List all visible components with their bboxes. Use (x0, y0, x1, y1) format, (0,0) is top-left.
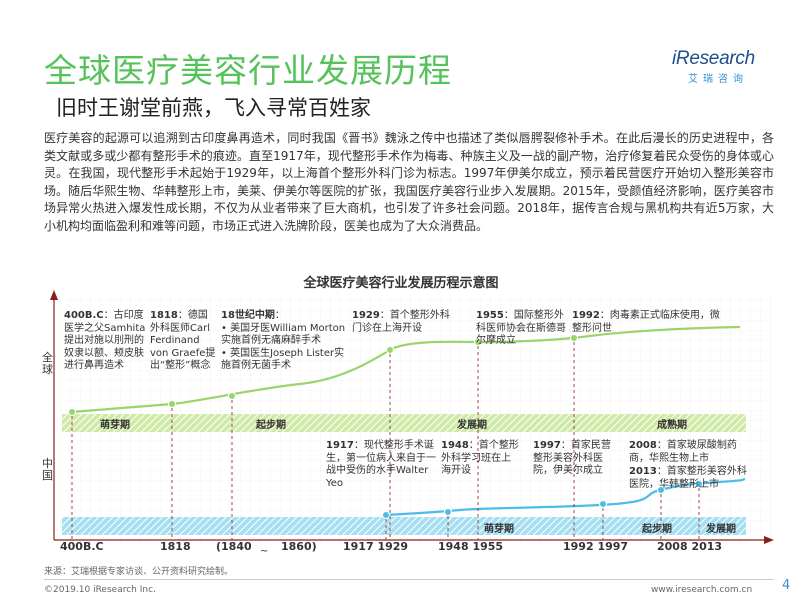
china-marker-1948 (444, 508, 452, 516)
axis-label-1917-1929: 1917 1929 (343, 540, 409, 553)
logo-subtitle: 艾瑞咨询 (688, 74, 748, 85)
axis-label-1948-1955: 1948 1955 (438, 540, 504, 553)
copyright: ©2019.10 iResearch Inc. (44, 585, 156, 595)
china-phase-sprout: 萌芽期 (484, 524, 514, 535)
china-phase-start: 起步期 (642, 524, 672, 535)
axis-label-2008-2013: 2008 2013 (657, 540, 723, 553)
china-growth-line (385, 477, 746, 517)
axis-label-1818: 1818 (160, 540, 191, 553)
china-event-2013: 2013：首家整形美容外科医院，华韩整形上市 (629, 466, 747, 490)
axis-label-1840: (1840 (216, 540, 252, 553)
x-axis-arrow-icon (764, 536, 774, 544)
logo-wordmark: iResearch (672, 48, 755, 69)
page-title: 全球医疗美容行业发展历程 (44, 51, 452, 90)
global-phase-sprout: 萌芽期 (100, 420, 130, 431)
footer-divider (44, 579, 774, 580)
axis-label-1992-1997: 1992 1997 (563, 540, 629, 553)
china-marker-1997 (599, 500, 607, 508)
axis-label-tilde: ~ (260, 546, 269, 557)
page-number: 4 (782, 578, 791, 593)
global-phase-start: 起步期 (256, 420, 286, 431)
diagram-title: 全球医疗美容行业发展历程示意图 (303, 276, 499, 291)
global-marker-1929 (386, 346, 394, 354)
china-phase-band (62, 517, 746, 535)
global-marker-1818 (168, 400, 176, 408)
global-marker-1992 (570, 334, 578, 342)
china-phase-growth: 发展期 (706, 524, 736, 535)
china-marker-2013 (695, 480, 703, 488)
global-event-18th-century: 18世纪中期： • 美国牙医William Morton实施首例无痛麻醉手术 •… (221, 310, 346, 371)
website-link[interactable]: www.iresearch.com.cn (651, 585, 753, 595)
global-event-1929: 1929：首个整形外科门诊在上海开设 (352, 310, 450, 334)
global-phase-band (62, 414, 746, 432)
china-marker-2008 (657, 486, 665, 494)
row-label-global: 全球 (42, 351, 53, 376)
global-phase-mature: 成熟期 (657, 420, 687, 431)
china-event-2008: 2008：首家玻尿酸制药商，华熙生物上市 (629, 440, 737, 464)
row-label-china: 中国 (42, 457, 53, 482)
intro-paragraph: 医疗美容的起源可以追溯到古印度鼻再造术，同时我国《晋书》魏泳之传中也描述了类似唇… (44, 131, 774, 233)
page-subtitle: 旧时王谢堂前燕，飞入寻常百姓家 (56, 96, 371, 120)
global-marker-400bc (68, 408, 76, 416)
global-marker-1955 (474, 338, 482, 346)
global-event-1992: 1992：肉毒素正式临床使用，微整形问世 (572, 310, 720, 334)
global-phase-growth: 发展期 (457, 420, 487, 431)
axis-label-400bc: 400B.C (60, 540, 104, 553)
china-event-1997: 1997：首家民营整形美容外科医院，伊美尔成立 (533, 440, 611, 476)
global-event-400bc: 400B.C：古印度医学之父Samhita提出对施以刖刑的奴隶以额、颊皮肤进行鼻… (64, 310, 146, 371)
global-marker-18th-century (228, 392, 236, 400)
china-marker-1917 (382, 511, 390, 519)
y-axis-arrow-icon (50, 290, 58, 300)
source-note: 来源：艾瑞根据专家访谈、公开资料研究绘制。 (44, 567, 234, 577)
global-event-1818: 1818：德国外科医师Carl Ferdinand von Graefe提出“整… (150, 310, 216, 371)
iresearch-logo: iResearch 艾瑞咨询 (672, 48, 776, 85)
global-event-1955: 1955：国际整形外科医师协会在斯德哥尔摩成立 (476, 310, 566, 346)
china-event-1917: 1917：现代整形手术诞生，第一位病人来自于一战中受伤的水手Walter Yeo (326, 440, 436, 489)
axis-label-1860: 1860) (281, 540, 317, 553)
china-event-1948: 1948：首个整形外科学习班在上海开设 (441, 440, 519, 476)
